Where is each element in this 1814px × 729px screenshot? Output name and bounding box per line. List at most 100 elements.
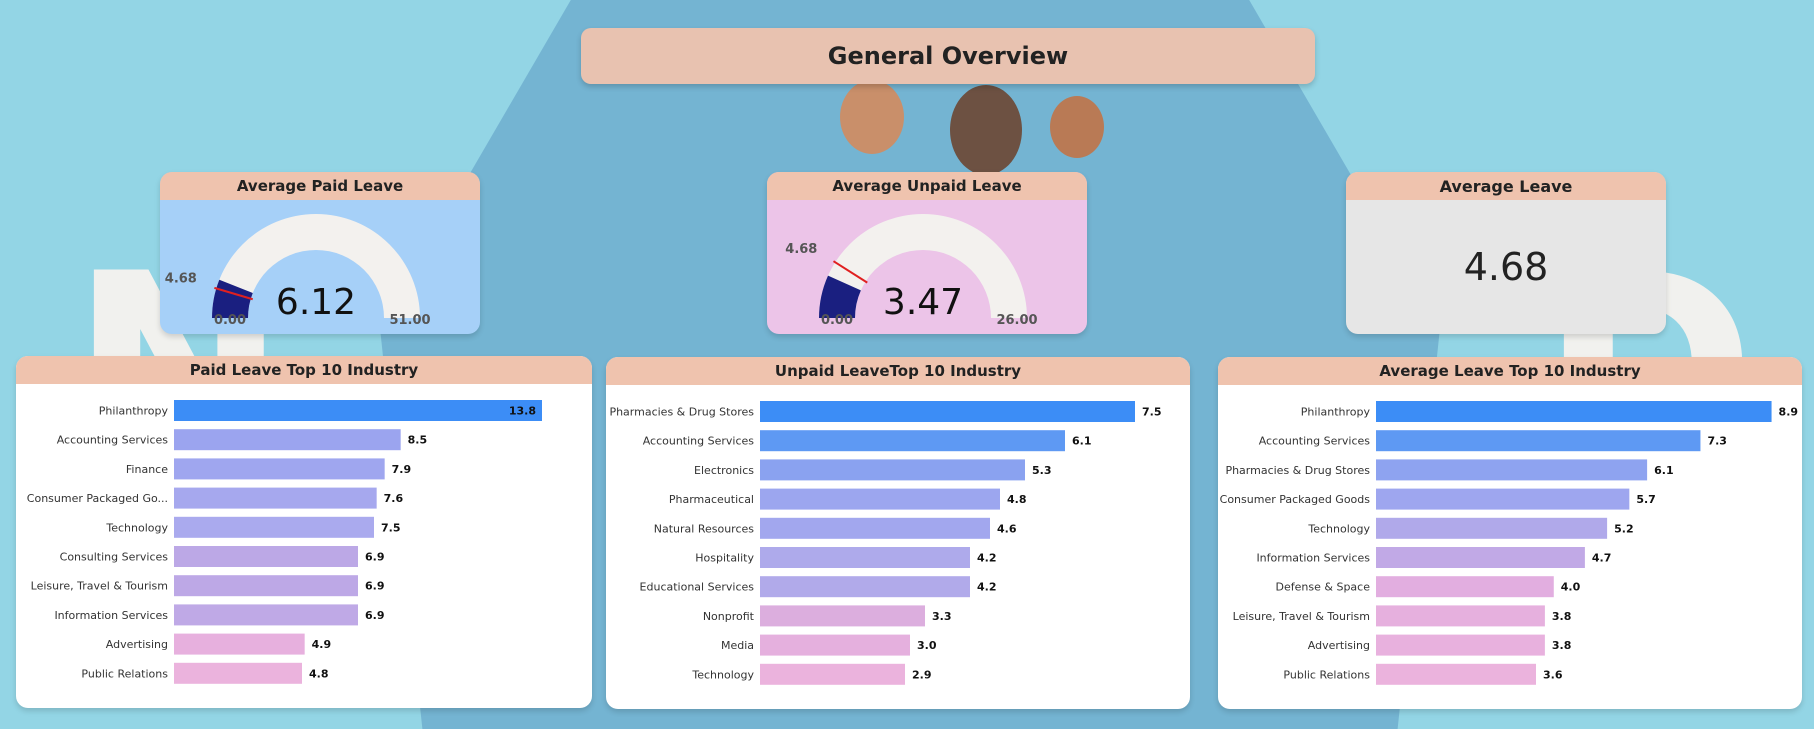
bar-value-label: 5.3 (1032, 464, 1052, 477)
gauge-target-label: 4.68 (165, 271, 197, 286)
average-leave-top10-chart-card[interactable]: Average Leave Top 10 Industry Philanthro… (1218, 357, 1802, 709)
gauge-target-line (214, 286, 254, 301)
gauge-target-line (832, 260, 868, 284)
average-leave-top10-title: Average Leave Top 10 Industry (1218, 357, 1802, 385)
gauge-track (212, 214, 420, 318)
bar-category-label: Leisure, Travel & Tourism (1233, 610, 1370, 623)
bar[interactable] (1376, 576, 1554, 598)
bar[interactable] (1376, 605, 1545, 627)
gauge-track (819, 214, 1027, 318)
bar-value-label: 13.8 (509, 405, 536, 418)
bar[interactable] (174, 487, 377, 509)
bar[interactable] (1376, 547, 1585, 568)
bar[interactable] (174, 546, 358, 567)
bar[interactable] (1376, 401, 1772, 422)
gauge-value-label: 6.12 (276, 282, 356, 323)
average-leave-card[interactable]: Average Leave 4.68 (1346, 172, 1666, 334)
bar[interactable] (760, 517, 990, 539)
paid-leave-top10-chart-card[interactable]: Paid Leave Top 10 Industry Philanthropy 1… (16, 356, 592, 708)
bar[interactable] (760, 430, 1065, 452)
gauge-value-fill (819, 275, 861, 318)
bar-category-label: Media (721, 639, 754, 652)
gauge-max-label: 51.00 (389, 313, 430, 328)
paid-leave-gauge-card[interactable]: Average Paid Leave 6.12 0.00 51.00 4.68 (160, 172, 480, 334)
page-title: General Overview (581, 28, 1315, 84)
bar-value-label: 3.3 (932, 610, 952, 623)
average-leave-title: Average Leave (1346, 172, 1666, 200)
bar-category-label: Electronics (694, 464, 754, 477)
bar[interactable] (760, 605, 925, 627)
bar[interactable] (760, 401, 1135, 422)
paid-leave-gauge: 6.12 0.00 51.00 4.68 (165, 214, 431, 328)
bar-category-label: Technology (1307, 522, 1370, 535)
bar-value-label: 3.6 (1543, 668, 1563, 681)
bar-value-label: 4.9 (312, 638, 332, 651)
bar[interactable] (1376, 430, 1701, 452)
unpaid-leave-gauge: 3.47 0.00 26.00 4.68 (785, 214, 1038, 328)
bar-value-label: 3.8 (1552, 610, 1572, 623)
bar-value-label: 7.5 (1142, 406, 1162, 419)
bar-value-label: 6.9 (365, 551, 385, 564)
bar[interactable] (174, 516, 374, 538)
bar-value-label: 4.2 (977, 552, 997, 565)
bar[interactable] (174, 604, 358, 626)
bar[interactable] (174, 458, 385, 480)
bar-value-label: 4.2 (977, 581, 997, 594)
bar[interactable] (174, 429, 401, 451)
unpaid-leave-top10-bar-chart: Pharmacies & Drug Stores 7.5 Accounting Se… (609, 401, 1162, 685)
bar-value-label: 6.1 (1072, 435, 1092, 448)
bar-category-label: Accounting Services (1259, 435, 1371, 448)
bar[interactable] (174, 633, 305, 655)
bar[interactable] (1376, 459, 1648, 481)
gauge-target-label: 4.68 (785, 242, 817, 257)
bar-category-label: Pharmacies & Drug Stores (609, 406, 754, 419)
bar[interactable] (1376, 663, 1536, 685)
bar-value-label: 5.7 (1636, 493, 1656, 506)
bar-value-label: 7.6 (384, 492, 404, 505)
bar-category-label: Defense & Space (1276, 581, 1371, 594)
bar[interactable] (1376, 488, 1630, 510)
bar[interactable] (760, 634, 910, 656)
bar-value-label: 4.8 (1007, 493, 1027, 506)
bar[interactable] (760, 663, 905, 685)
bar[interactable] (760, 547, 970, 568)
bar[interactable] (174, 575, 358, 597)
bar-value-label: 7.5 (381, 521, 401, 534)
bar-value-label: 4.0 (1561, 581, 1581, 594)
bar-category-label: Consumer Packaged Go... (27, 492, 168, 505)
bar-value-label: 4.6 (997, 522, 1017, 535)
bar-category-label: Advertising (1308, 639, 1370, 652)
bar-value-label: 8.9 (1779, 406, 1799, 419)
bar-category-label: Leisure, Travel & Tourism (31, 580, 168, 593)
bar-category-label: Philanthropy (1301, 406, 1371, 419)
bar-category-label: Consulting Services (60, 551, 169, 564)
bar-value-label: 6.1 (1654, 464, 1674, 477)
bar[interactable] (1376, 517, 1608, 539)
bar-category-label: Information Services (1256, 552, 1370, 565)
bar-value-label: 6.9 (365, 609, 385, 622)
bar[interactable] (174, 662, 302, 684)
bar[interactable] (760, 576, 970, 598)
bar[interactable] (760, 488, 1000, 510)
unpaid-leave-top10-title: Unpaid LeaveTop 10 Industry (606, 357, 1190, 385)
average-leave-top10-bar-chart: Philanthropy 8.9 Accounting Services 7.3 Pha… (1220, 401, 1799, 685)
bar-value-label: 5.2 (1614, 522, 1634, 535)
bar-category-label: Nonprofit (703, 610, 755, 623)
bar-category-label: Finance (126, 463, 168, 476)
bar-category-label: Natural Resources (654, 522, 755, 535)
bar-category-label: Information Services (54, 609, 168, 622)
gauge-value-label: 3.47 (883, 282, 963, 323)
gauge-max-label: 26.00 (996, 313, 1037, 328)
bar-value-label: 8.5 (408, 434, 428, 447)
bar[interactable] (1376, 634, 1545, 656)
paid-leave-top10-bar-chart: Philanthropy 13.8 Accounting Services 8.5 Fi… (27, 400, 542, 684)
bar-category-label: Technology (105, 521, 168, 534)
bar-value-label: 2.9 (912, 668, 932, 681)
bar[interactable] (174, 400, 542, 421)
bar-category-label: Accounting Services (57, 434, 169, 447)
bar-value-label: 7.9 (392, 463, 412, 476)
bar[interactable] (760, 459, 1025, 481)
unpaid-leave-top10-chart-card[interactable]: Unpaid LeaveTop 10 Industry Pharmacies &… (606, 357, 1190, 709)
unpaid-leave-gauge-card[interactable]: Average Unpaid Leave 3.47 0.00 26.00 4.68 (767, 172, 1087, 334)
bar-value-label: 3.8 (1552, 639, 1572, 652)
